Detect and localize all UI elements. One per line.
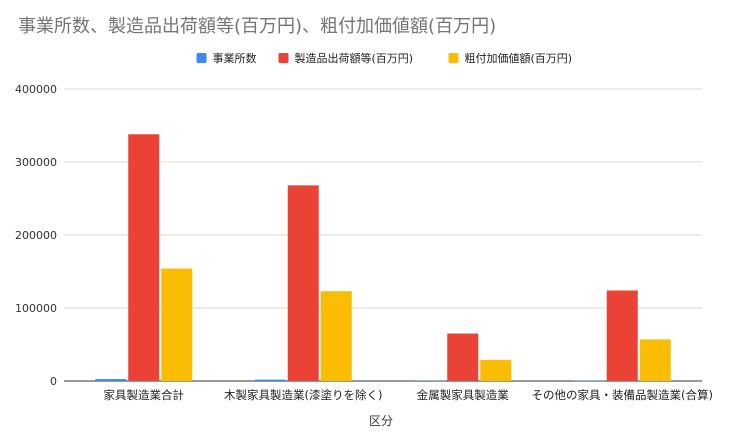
y-tick-label: 0	[50, 375, 57, 388]
legend-swatch	[196, 53, 207, 63]
x-axis-label: 区分	[369, 414, 393, 428]
y-tick-label: 100000	[15, 302, 57, 315]
y-tick-label: 200000	[15, 229, 57, 242]
bar	[161, 268, 193, 381]
bar	[639, 339, 671, 381]
category-label: 木製家具製造業(漆塗りを除く)	[224, 388, 382, 402]
chart-title: 事業所数、製造品出荷額等(百万円)、粗付加価値額(百万円)	[18, 16, 496, 37]
category-label: その他の家具・装備品製造業(合算)	[532, 388, 713, 402]
grid	[64, 88, 702, 382]
y-tick-label: 400000	[15, 83, 57, 96]
legend-label: 粗付加価値額(百万円)	[465, 52, 573, 65]
bar	[447, 333, 479, 381]
legend-label: 製造品出荷額等(百万円)	[295, 51, 414, 65]
x-axis-categories: 家具製造業合計 木製家具製造業(漆塗りを除く) 金属製家具製造業 その他の家具・装備品…	[104, 388, 713, 402]
bar	[480, 359, 512, 381]
category-label: 家具製造業合計	[104, 388, 185, 402]
y-tick-label: 300000	[15, 156, 57, 169]
bar	[287, 185, 319, 381]
legend-swatch	[278, 53, 289, 63]
bar	[254, 379, 286, 381]
bars	[95, 134, 671, 381]
legend: 事業所数 製造品出荷額等(百万円) 粗付加価値額(百万円)	[196, 51, 573, 65]
category-label: 金属製家具製造業	[417, 388, 509, 402]
bar	[320, 291, 352, 381]
legend-label: 事業所数	[213, 52, 257, 65]
bar	[128, 134, 160, 381]
legend-swatch	[448, 53, 459, 63]
y-axis-ticks: 0 100000 200000 300000 400000	[15, 83, 57, 388]
bar	[95, 379, 127, 381]
bar	[606, 290, 638, 381]
